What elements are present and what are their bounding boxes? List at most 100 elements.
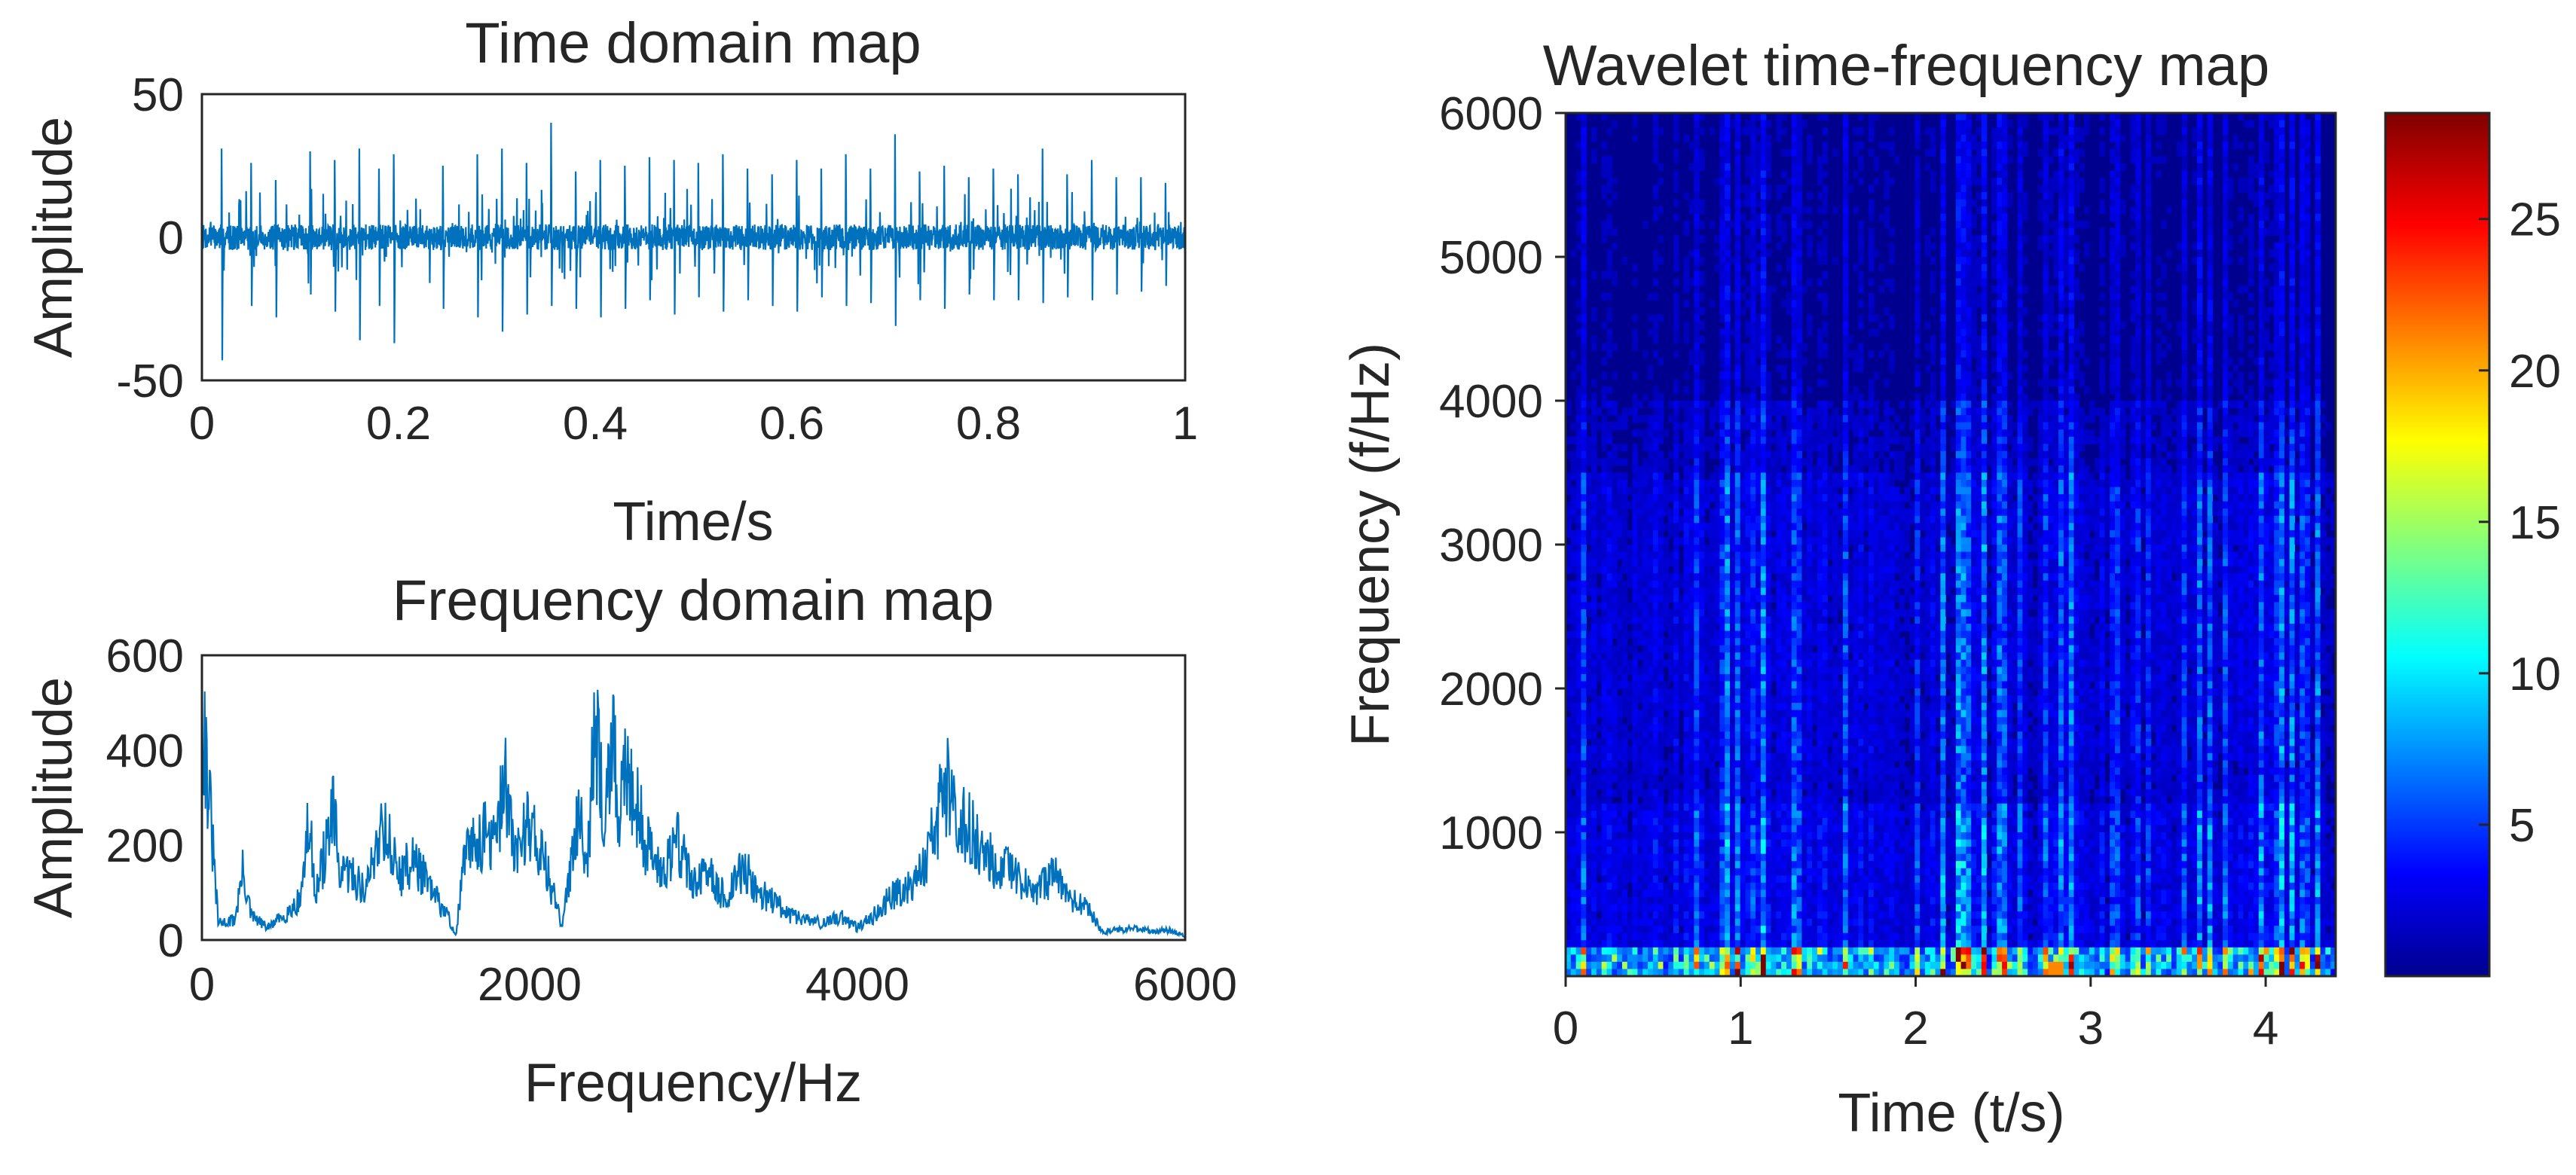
heatmap-cell (1581, 371, 1587, 380)
heatmap-cell (2110, 307, 2116, 315)
heatmap-cell (2263, 343, 2270, 351)
heatmap-cell (1981, 458, 1988, 466)
heatmap-cell (1966, 523, 1972, 531)
heatmap-cell (2258, 113, 2265, 121)
heatmap-cell (2258, 249, 2265, 258)
heatmap-cell (1884, 465, 1890, 474)
heatmap-cell (2305, 127, 2311, 136)
heatmap-cell (1807, 480, 1813, 488)
heatmap-cell (1683, 472, 1690, 481)
heatmap-cell (1796, 487, 1803, 495)
heatmap-cell (2048, 450, 2054, 459)
heatmap-cell (1750, 494, 1756, 502)
heatmap-cell (1951, 436, 1957, 444)
heatmap-cell (2176, 264, 2183, 272)
heatmap-cell (1889, 429, 1895, 438)
heatmap-cell (1960, 487, 1967, 495)
heatmap-cell (1940, 213, 1946, 221)
heatmap-cell (1827, 480, 1833, 488)
heatmap-cell (1791, 465, 1798, 474)
heatmap-cell (2022, 213, 2028, 221)
heatmap-cell (2181, 429, 2188, 438)
heatmap-cell (2043, 480, 2049, 488)
heatmap-cell (2263, 192, 2270, 200)
heatmap-cell (2135, 321, 2141, 330)
heatmap-cell (2037, 148, 2044, 157)
heatmap-cell (1730, 371, 1736, 380)
heatmap-cell (2186, 501, 2193, 509)
heatmap-cell (2197, 401, 2203, 409)
heatmap-cell (1581, 227, 1587, 236)
heatmap-cell (2238, 213, 2244, 221)
heatmap-cell (1586, 401, 1592, 409)
heatmap-cell (1796, 515, 1803, 523)
heatmap-cell (1801, 422, 1807, 430)
heatmap-cell (1612, 242, 1618, 251)
heatmap-cell (1991, 458, 1997, 466)
heatmap-cell (1966, 227, 1972, 236)
heatmap-cell (2315, 515, 2321, 523)
heatmap-cell (1960, 285, 1967, 294)
heatmap-cell (2263, 472, 2270, 481)
heatmap-cell (1786, 436, 1792, 444)
heatmap-cell (1827, 537, 1833, 545)
heatmap-cell (1760, 292, 1767, 301)
heatmap-cell (2135, 393, 2141, 401)
heatmap-cell (2181, 357, 2188, 365)
heatmap-cell (2161, 415, 2167, 423)
heatmap-cell (1591, 314, 1597, 322)
heatmap-cell (1725, 472, 1731, 481)
heatmap-cell (2037, 458, 2044, 466)
heatmap-cell (1688, 206, 1694, 215)
heatmap-cell (2248, 530, 2254, 539)
heatmap-cell (2299, 213, 2306, 221)
heatmap-cell (1699, 429, 1705, 438)
heatmap-cell (1668, 401, 1674, 409)
heatmap-cell (1960, 415, 1967, 423)
heatmap-cell (2243, 422, 2249, 430)
heatmap-cell (1940, 407, 1946, 416)
heatmap-cell (2227, 501, 2234, 509)
heatmap-cell (2115, 199, 2121, 207)
heatmap-cell (2289, 271, 2296, 279)
heatmap-cell (1796, 379, 1803, 387)
heatmap-cell (1725, 515, 1731, 523)
heatmap-cell (2248, 278, 2254, 286)
heatmap-cell (2181, 170, 2188, 179)
heatmap-cell (1606, 429, 1612, 438)
heatmap-cell (2248, 336, 2254, 344)
heatmap-cell (1709, 508, 1716, 517)
heatmap-cell (1791, 227, 1798, 236)
heatmap-cell (1930, 227, 1936, 236)
heatmap-cell (2166, 530, 2172, 539)
heatmap-cell (1683, 450, 1690, 459)
heatmap-cell (1858, 444, 1864, 452)
heatmap-cell (1997, 401, 2003, 409)
heatmap-cell (1832, 458, 1838, 466)
heatmap-cell (2053, 530, 2059, 539)
heatmap-cell (1632, 407, 1638, 416)
heatmap-cell (2022, 365, 2028, 373)
heatmap-cell (1889, 436, 1895, 444)
heatmap-cell (1740, 127, 1746, 136)
heatmap-cell (2073, 365, 2079, 373)
heatmap-cell (2299, 185, 2306, 193)
heatmap-cell (1694, 235, 1700, 243)
heatmap-cell (2145, 156, 2152, 164)
heatmap-cell (1807, 249, 1813, 258)
heatmap-cell (2058, 300, 2064, 308)
heatmap-cell (2130, 379, 2136, 387)
heatmap-cell (2068, 458, 2075, 466)
heatmap-cell (1606, 249, 1612, 258)
heatmap-cell (1606, 458, 1612, 466)
heatmap-cell (1699, 206, 1705, 215)
heatmap-cell (2089, 415, 2095, 423)
heatmap-cell (2176, 458, 2183, 466)
heatmap-cell (1960, 365, 1967, 373)
heatmap-cell (1719, 227, 1725, 236)
heatmap-cell (1642, 472, 1649, 481)
heatmap-cell (2079, 371, 2085, 380)
heatmap-cell (1960, 357, 1967, 365)
heatmap-cell (1822, 494, 1829, 502)
heatmap-cell (2197, 407, 2203, 416)
